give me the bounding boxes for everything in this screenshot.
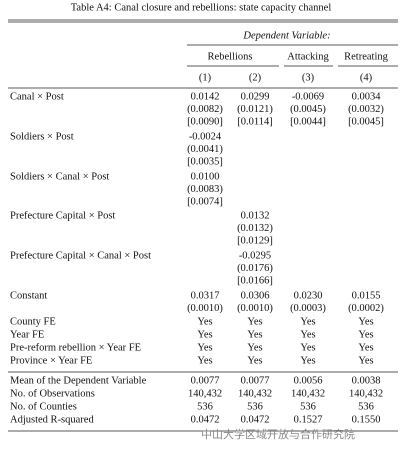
row-label: Soldiers × Canal × Post [10,171,109,182]
cell: (0.0010) [237,303,273,314]
row-label: Province × Year FE [10,355,92,366]
cell: (0.0003) [290,303,326,314]
cell: [0.0129] [237,235,273,246]
cell: 536 [247,401,263,412]
column-group: Attacking [287,51,329,62]
cell: 0.0100 [191,171,220,182]
cell: Yes [358,316,373,327]
table-title: Table A4: Canal closure and rebellions: … [71,2,332,13]
cell: Yes [197,355,212,366]
cell: 536 [300,401,316,412]
cell: Yes [247,342,262,353]
cell: 536 [358,401,374,412]
cell: (0.0002) [348,303,384,314]
cell: 0.0142 [191,91,220,102]
cell: 0.0472 [191,414,220,425]
row-label: Canal × Post [10,91,64,102]
cell: 0.1527 [294,414,323,425]
column-number: (3) [302,72,315,83]
column-group: Rebellions [208,51,253,62]
watermark: 中山大学区域开放与合作研究院 [201,427,355,441]
cell: 0.1550 [352,414,381,425]
cell: Yes [358,355,373,366]
cell: 0.0077 [241,375,270,386]
cell: 140,432 [238,388,272,399]
cell: -0.0295 [239,250,271,261]
cell: 0.0299 [241,91,270,102]
column-group: Retreating [344,51,388,62]
cell: (0.0132) [237,223,273,234]
cell: (0.0032) [348,104,384,115]
row-label: No. of Counties [10,401,77,412]
cell: Yes [300,355,315,366]
cell: Yes [197,342,212,353]
cell: (0.0010) [187,303,223,314]
cell: (0.0083) [187,184,223,195]
cell: 0.0472 [241,414,270,425]
column-number: (2) [249,72,262,83]
row-label: Adjusted R-squared [10,414,94,425]
cell: 140,432 [291,388,325,399]
cell: (0.0041) [187,144,223,155]
row-label: Prefecture Capital × Canal × Post [10,250,151,261]
cell: Yes [247,355,262,366]
cell: -0.0024 [189,131,222,142]
cell: 140,432 [188,388,222,399]
row-label: Prefecture Capital × Post [10,210,115,221]
cell: Yes [247,329,262,340]
cell: Yes [358,329,373,340]
cell: Yes [300,316,315,327]
cell: Yes [358,342,373,353]
column-number: (4) [360,72,373,83]
cell: (0.0176) [237,263,273,274]
cell: 0.0306 [241,290,270,301]
cell: 0.0056 [294,375,323,386]
cell: 0.0317 [191,290,220,301]
cell: 0.0155 [352,290,381,301]
row-label: Year FE [10,329,44,340]
cell: (0.0082) [187,104,223,115]
cell: [0.0074] [187,196,223,207]
cell: [0.0044] [290,116,326,127]
dependent-variable: Dependent Variable: [242,30,330,41]
cell: 0.0077 [191,375,220,386]
cell: 0.0034 [352,91,382,102]
row-label: Mean of the Dependent Variable [10,375,147,386]
cell: Yes [197,329,212,340]
cell: Yes [197,316,212,327]
row-label: No. of Observations [10,388,95,399]
row-label: Constant [10,290,47,301]
cell: (0.0121) [237,104,273,115]
cell: [0.0035] [187,156,223,167]
cell: 536 [197,401,213,412]
cell: Yes [300,329,315,340]
cell: [0.0045] [348,116,384,127]
cell: -0.0069 [292,91,324,102]
cell: 0.0230 [294,290,323,301]
row-label: Soldiers × Post [10,131,74,142]
column-number: (1) [199,72,212,83]
cell: 0.0038 [352,375,381,386]
cell: (0.0045) [290,104,326,115]
cell: Yes [300,342,315,353]
cell: 0.0132 [241,210,270,221]
cell: 140,432 [349,388,383,399]
cell: [0.0166] [237,275,273,286]
cell: [0.0114] [237,116,272,127]
cell: [0.0090] [187,116,223,127]
cell: Yes [247,316,262,327]
row-label: Pre-reform rebellion × Year FE [10,342,141,353]
row-label: County FE [10,316,56,327]
